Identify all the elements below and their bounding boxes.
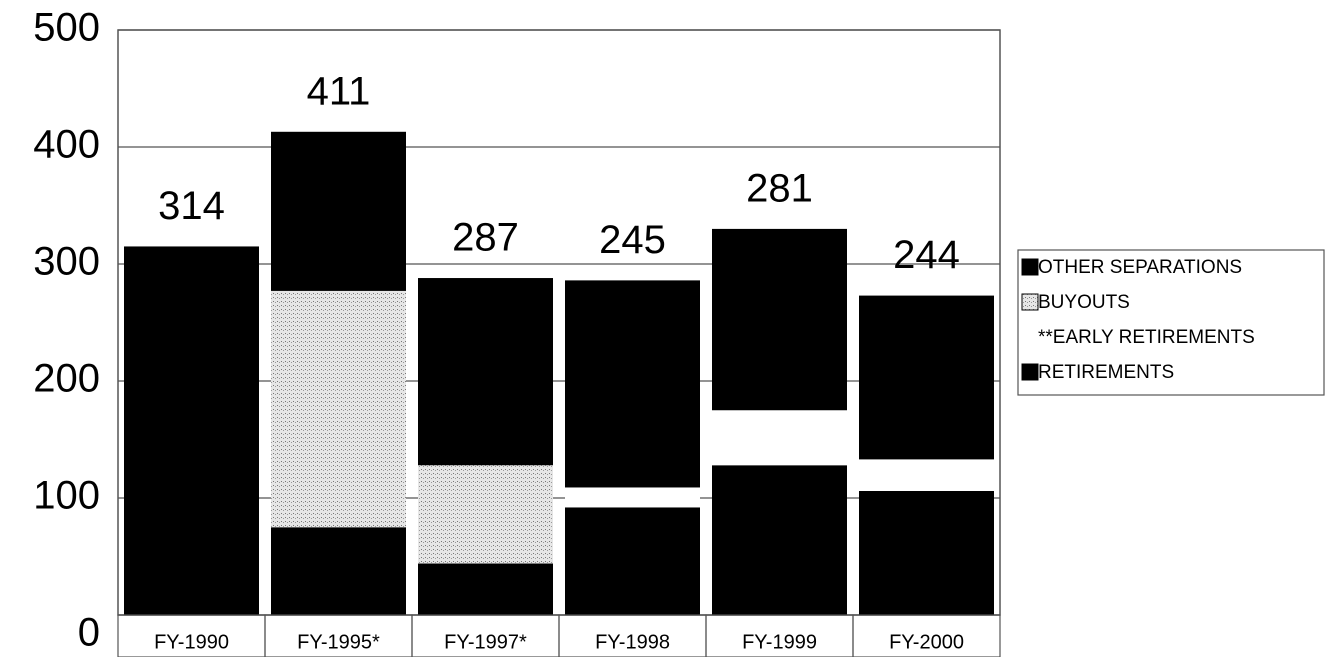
legend-label: OTHER SEPARATIONS [1038, 257, 1242, 278]
bar-segment [418, 563, 553, 615]
x-tick-label: FY-1995* [297, 631, 380, 653]
legend-frame [1017, 249, 1325, 396]
x-tick-label: FY-1997* [444, 631, 527, 653]
bar-segment [565, 507, 700, 615]
x-tick-label: FY-1998 [595, 631, 670, 653]
y-tick-label: 200 [33, 357, 100, 401]
bar-segment [565, 280, 700, 488]
bar-segment [712, 410, 847, 466]
bar-annotation: 281 [746, 166, 813, 210]
bar-segment [271, 290, 406, 528]
bar-segment [124, 246, 259, 615]
category-box [852, 614, 1001, 657]
bar-annotation: 245 [599, 218, 666, 262]
y-tick-label: 400 [33, 123, 100, 167]
bar-annotation: 314 [158, 184, 225, 228]
legend-swatch [1021, 258, 1039, 276]
y-tick-label: 300 [33, 240, 100, 284]
bar-segment [418, 465, 553, 564]
bar-segment [271, 527, 406, 615]
legend-label: RETIREMENTS [1038, 362, 1174, 383]
legend-swatch [1021, 363, 1039, 381]
bar-segment [565, 487, 700, 508]
x-tick-label: FY-1999 [742, 631, 817, 653]
y-tick-label: 500 [33, 6, 100, 50]
y-tick-label: 100 [33, 474, 100, 518]
legend-label: **EARLY RETIREMENTS [1038, 327, 1255, 348]
bar-annotation: 411 [307, 69, 371, 113]
bar-segment [418, 278, 553, 466]
bar-segment [271, 131, 406, 291]
bar-segment [859, 295, 994, 460]
x-tick-label: FY-2000 [889, 631, 964, 653]
bar-segment [859, 490, 994, 615]
bar-segment [712, 465, 847, 615]
bar-annotation: 287 [452, 216, 519, 260]
bar-segment [859, 459, 994, 491]
legend-swatch [1021, 293, 1039, 311]
y-tick-label: 0 [78, 611, 100, 655]
bar-segment [712, 228, 847, 411]
x-tick-label: FY-1990 [154, 631, 229, 653]
legend-label: BUYOUTS [1038, 292, 1130, 313]
bar-annotation: 244 [893, 233, 960, 277]
